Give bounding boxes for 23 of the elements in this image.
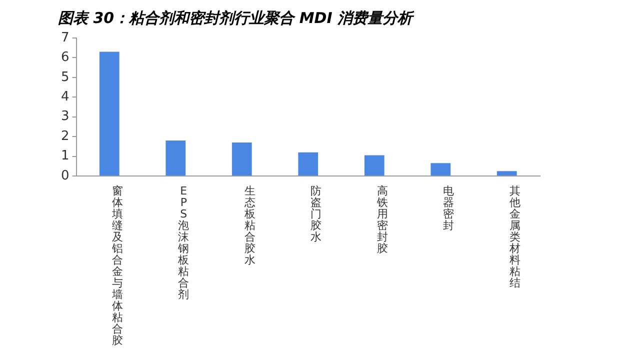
- y-tick-label: 0: [60, 168, 70, 184]
- chart-title: 图表 30：粘合剂和密封剂行业聚合 MDI 消费量分析: [58, 8, 414, 27]
- y-tick-label: 6: [60, 50, 70, 66]
- bar: [496, 171, 517, 176]
- bar: [99, 52, 120, 176]
- y-tick-label: 5: [60, 70, 70, 85]
- bar: [298, 152, 318, 176]
- bar: [430, 163, 451, 176]
- y-tick-label: 7: [60, 30, 70, 46]
- category-label: EPS泡沫钢板粘合剂: [178, 184, 190, 301]
- x-tick-label: 防盗门胶水: [310, 184, 322, 244]
- bar: [232, 142, 252, 176]
- y-tick-label: 3: [60, 109, 70, 124]
- x-tick-label: 高铁用密封胶: [376, 184, 388, 255]
- y-tick-label: 2: [60, 128, 70, 144]
- category-label: 其他金属类材料粘结: [509, 184, 520, 290]
- category-label: 窗体填缝及铝合金与墙体粘合胶: [112, 184, 123, 347]
- x-tick-label: 电器密封: [443, 184, 454, 232]
- y-tick-label: 4: [60, 90, 70, 105]
- bar: [364, 155, 384, 176]
- x-tick-label: 生态板粘合胶水: [243, 184, 256, 266]
- y-tick-label: 1: [60, 148, 70, 164]
- bar: [166, 140, 186, 176]
